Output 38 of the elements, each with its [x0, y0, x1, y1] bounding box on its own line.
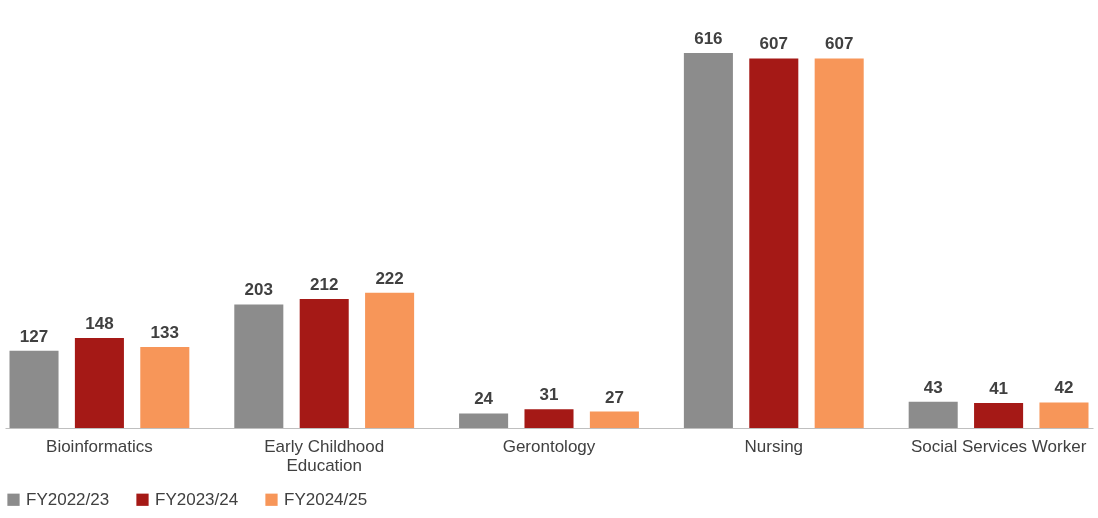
bar	[74, 337, 124, 428]
legend-label: FY2024/25	[284, 489, 368, 509]
bar	[459, 413, 509, 428]
data-label: 607	[759, 34, 788, 54]
data-label: 31	[539, 385, 559, 405]
bar	[524, 409, 574, 428]
data-label: 203	[244, 280, 273, 300]
x-tick-label: Early Childhood Education	[264, 436, 385, 475]
legend-label: FY2022/23	[26, 489, 110, 509]
data-label: 148	[85, 313, 114, 333]
data-label: 24	[474, 389, 494, 409]
data-label: 133	[150, 323, 179, 343]
bar	[234, 304, 284, 428]
x-tick-label: Gerontology	[502, 436, 596, 456]
bar	[749, 58, 799, 428]
bar	[299, 298, 349, 428]
data-label: 42	[1054, 378, 1074, 398]
data-label: 27	[604, 387, 624, 407]
data-label: 222	[375, 268, 404, 288]
legend-label: FY2023/24	[155, 489, 239, 509]
bar	[683, 53, 733, 428]
bar	[365, 292, 415, 428]
x-tick-label: Social Services Worker	[910, 436, 1087, 456]
data-label: 212	[310, 274, 339, 294]
bar	[1039, 402, 1089, 428]
bar	[140, 347, 190, 428]
data-label: 616	[694, 29, 723, 48]
data-label: 127	[19, 326, 49, 346]
bar	[974, 403, 1024, 428]
data-label: 41	[989, 379, 1009, 399]
x-tick-label: Nursing	[744, 436, 804, 456]
x-tick-label: Bioinformatics	[46, 436, 153, 456]
data-label: 607	[825, 34, 854, 54]
data-label: 43	[923, 377, 943, 397]
bar	[908, 401, 958, 428]
bar	[9, 350, 59, 428]
bar	[589, 411, 639, 428]
bar	[814, 58, 864, 428]
